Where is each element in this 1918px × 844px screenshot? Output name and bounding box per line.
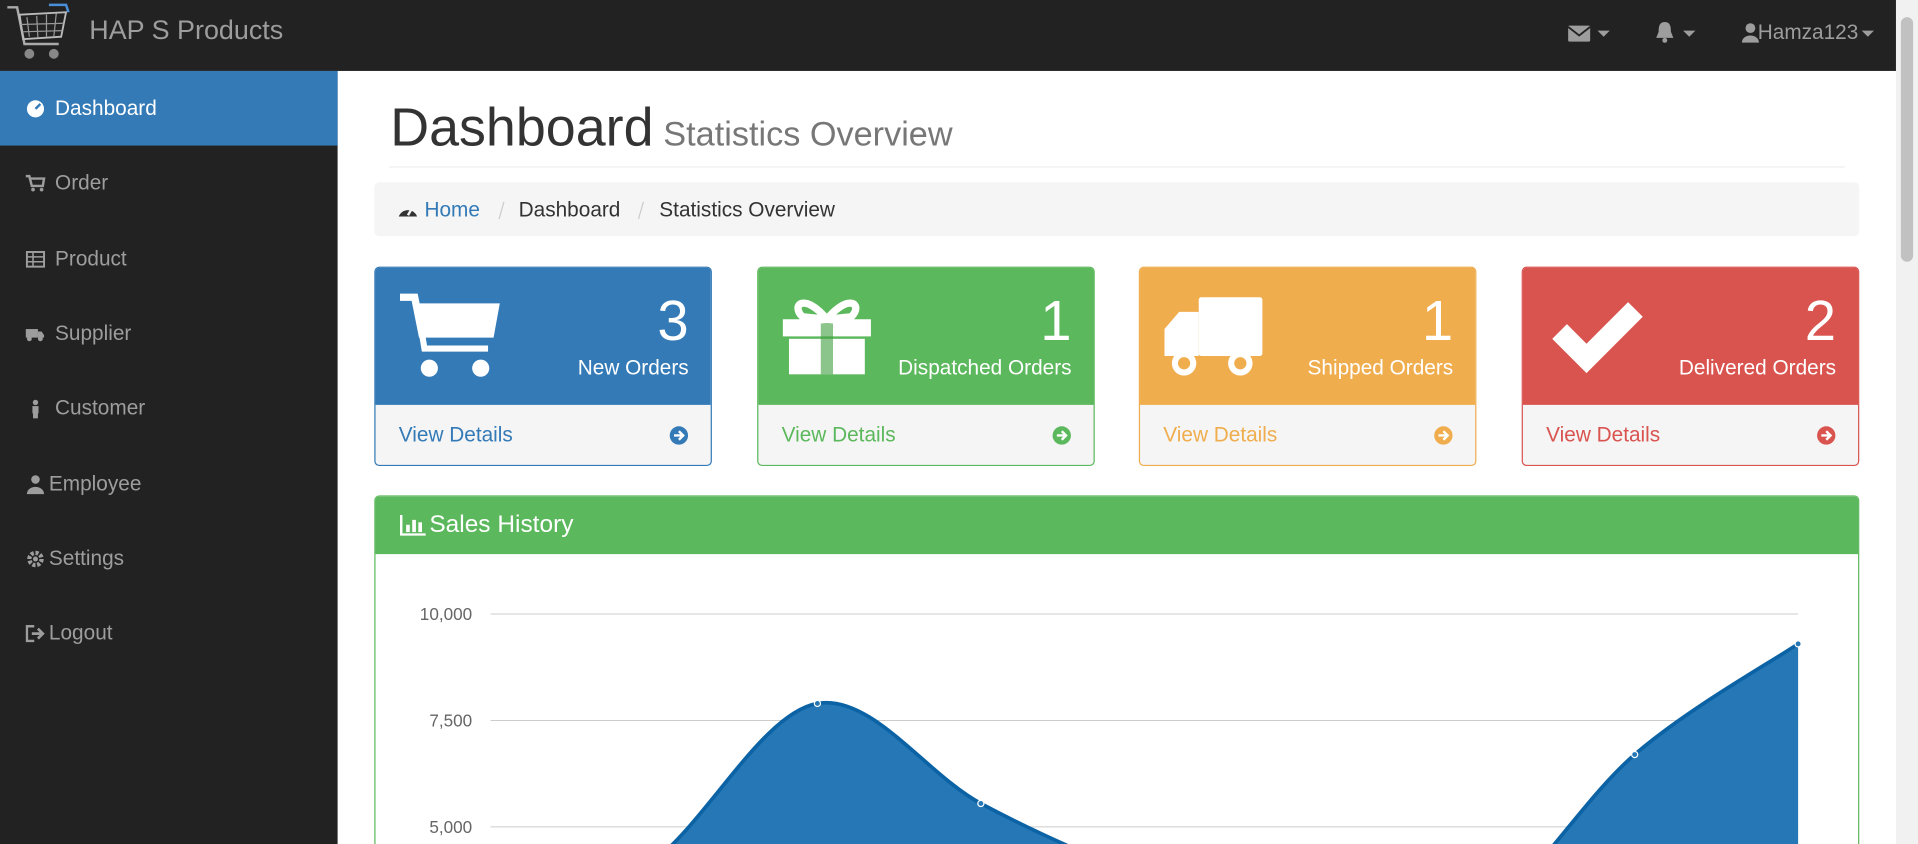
sales-title: Sales History xyxy=(429,511,574,539)
caret xyxy=(1597,30,1610,37)
stat-icon xyxy=(782,299,871,375)
logo xyxy=(7,3,70,59)
brand[interactable]: HAP S Products xyxy=(89,14,284,46)
caret xyxy=(1861,30,1874,37)
navbar: HAP S Products Hamza123 xyxy=(0,0,1896,71)
nav-icon xyxy=(25,328,45,342)
nav-icon xyxy=(25,250,46,268)
sales-line xyxy=(670,642,1800,844)
arrow-icon[interactable] xyxy=(1434,426,1454,446)
sales-chart: 5,000 7,500 10,000 xyxy=(420,605,1802,844)
scrollbar-thumb[interactable] xyxy=(1900,17,1914,262)
breadcrumb-item: Dashboard xyxy=(518,198,621,222)
data-point xyxy=(977,799,985,808)
breadcrumb-item[interactable]: Home xyxy=(424,198,480,222)
stat-panel-heading: 1 Shipped Orders xyxy=(1140,267,1476,405)
chart-icon xyxy=(399,514,426,536)
nav-icon xyxy=(26,100,45,118)
nav-label: Employee xyxy=(48,471,142,495)
nav-icon xyxy=(25,625,45,643)
home-icon xyxy=(398,207,418,217)
breadcrumb-separator xyxy=(498,201,505,220)
nav-label: Logout xyxy=(48,621,113,645)
breadcrumb-separator xyxy=(637,201,644,220)
arrow-icon[interactable] xyxy=(669,426,689,446)
stat-icon xyxy=(399,293,500,377)
stat-panel-heading: 2 Delivered Orders xyxy=(1522,267,1859,405)
user-menu[interactable]: Hamza123 xyxy=(1757,20,1859,45)
view-details-link[interactable]: View Details xyxy=(398,423,513,447)
stat-panel-heading: 1 Dispatched Orders xyxy=(758,267,1094,405)
nav-item[interactable]: Order xyxy=(0,146,338,221)
page-header: Dashboard Statistics Overview xyxy=(390,98,952,159)
nav-label: Product xyxy=(55,246,127,270)
stat-count: 1 xyxy=(1421,288,1454,353)
stat-panel: 2 Delivered Orders View Details xyxy=(1521,266,1860,467)
view-details-link[interactable]: View Details xyxy=(1163,423,1278,447)
sales-area xyxy=(672,643,1799,844)
stat-count: 2 xyxy=(1804,288,1837,353)
nav-label: Order xyxy=(55,171,109,195)
stat-label: New Orders xyxy=(577,355,689,380)
stat-label: Shipped Orders xyxy=(1307,355,1454,380)
data-point xyxy=(1630,750,1639,759)
nav-label: Settings xyxy=(48,546,125,570)
stat-panel: 3 New Orders View Details xyxy=(374,266,712,467)
arrow-icon[interactable] xyxy=(1816,426,1836,446)
nav-item[interactable]: Settings xyxy=(0,521,338,596)
stat-label: Delivered Orders xyxy=(1678,355,1837,380)
nav-icon xyxy=(27,550,44,568)
data-point xyxy=(1794,640,1802,648)
stat-panel: 1 Dispatched Orders View Details xyxy=(757,266,1095,467)
nav-item[interactable]: Dashboard xyxy=(0,70,338,146)
arrow-icon[interactable] xyxy=(1052,426,1072,446)
nav-label: Supplier xyxy=(55,321,132,345)
sidebar: Dashboard Order Product Supplier Customer Emp… xyxy=(0,70,338,844)
stat-count: 3 xyxy=(657,288,689,353)
nav-label: Dashboard xyxy=(55,96,157,120)
nav-label: Customer xyxy=(55,396,146,420)
divider xyxy=(388,166,1845,168)
breadcrumb-item: Statistics Overview xyxy=(659,198,835,222)
stat-panel-heading: 3 New Orders xyxy=(375,267,711,405)
nav-item[interactable]: Product xyxy=(0,221,338,296)
stat-count: 1 xyxy=(1040,288,1072,353)
nav-item[interactable]: Logout xyxy=(0,596,338,671)
stat-icon xyxy=(1164,297,1263,376)
page-subtitle: Statistics Overview xyxy=(663,114,953,153)
nav-icon xyxy=(25,175,46,192)
stat-icon xyxy=(1552,302,1643,374)
user-icon xyxy=(1741,23,1759,43)
y-tick-label: 5,000 xyxy=(429,818,472,837)
view-details-link[interactable]: View Details xyxy=(1546,423,1661,447)
mail-icon[interactable] xyxy=(1567,24,1591,42)
sales-panel: Sales History 5,000 7,500 10,000 xyxy=(374,495,1860,844)
page-title: Dashboard xyxy=(390,97,654,158)
bell-icon[interactable] xyxy=(1654,21,1676,44)
data-point xyxy=(813,699,822,708)
nav-icon xyxy=(32,399,39,419)
stat-panel: 1 Shipped Orders View Details xyxy=(1138,266,1477,467)
y-tick-label: 7,500 xyxy=(429,712,472,731)
nav-icon xyxy=(26,474,45,494)
breadcrumb: Home Dashboard Statistics Overview xyxy=(374,182,1860,237)
nav-item[interactable]: Customer xyxy=(0,371,338,446)
y-tick-label: 10,000 xyxy=(420,605,472,624)
nav-item[interactable]: Employee xyxy=(0,446,338,521)
view-details-link[interactable]: View Details xyxy=(781,423,896,447)
stat-label: Dispatched Orders xyxy=(898,355,1072,380)
sales-panel-heading: Sales History xyxy=(375,496,1859,555)
nav-item[interactable]: Supplier xyxy=(0,296,338,371)
caret xyxy=(1683,30,1696,37)
